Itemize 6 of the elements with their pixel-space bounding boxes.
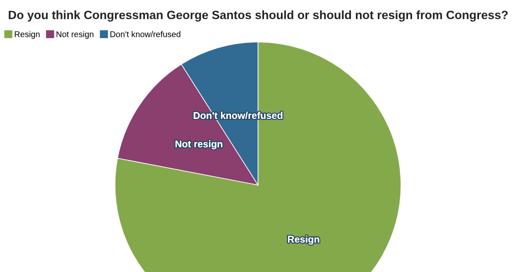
- chart-title: Do you think Congressman George Santos should or should not resign from Congress?: [8, 10, 508, 22]
- legend-label: Resign: [14, 31, 40, 39]
- legend-label: Not resign: [56, 31, 94, 39]
- slice-label: Resign: [288, 236, 320, 245]
- slice-label: Not resign: [175, 140, 222, 150]
- legend-label: Don't know/refused: [110, 31, 180, 38]
